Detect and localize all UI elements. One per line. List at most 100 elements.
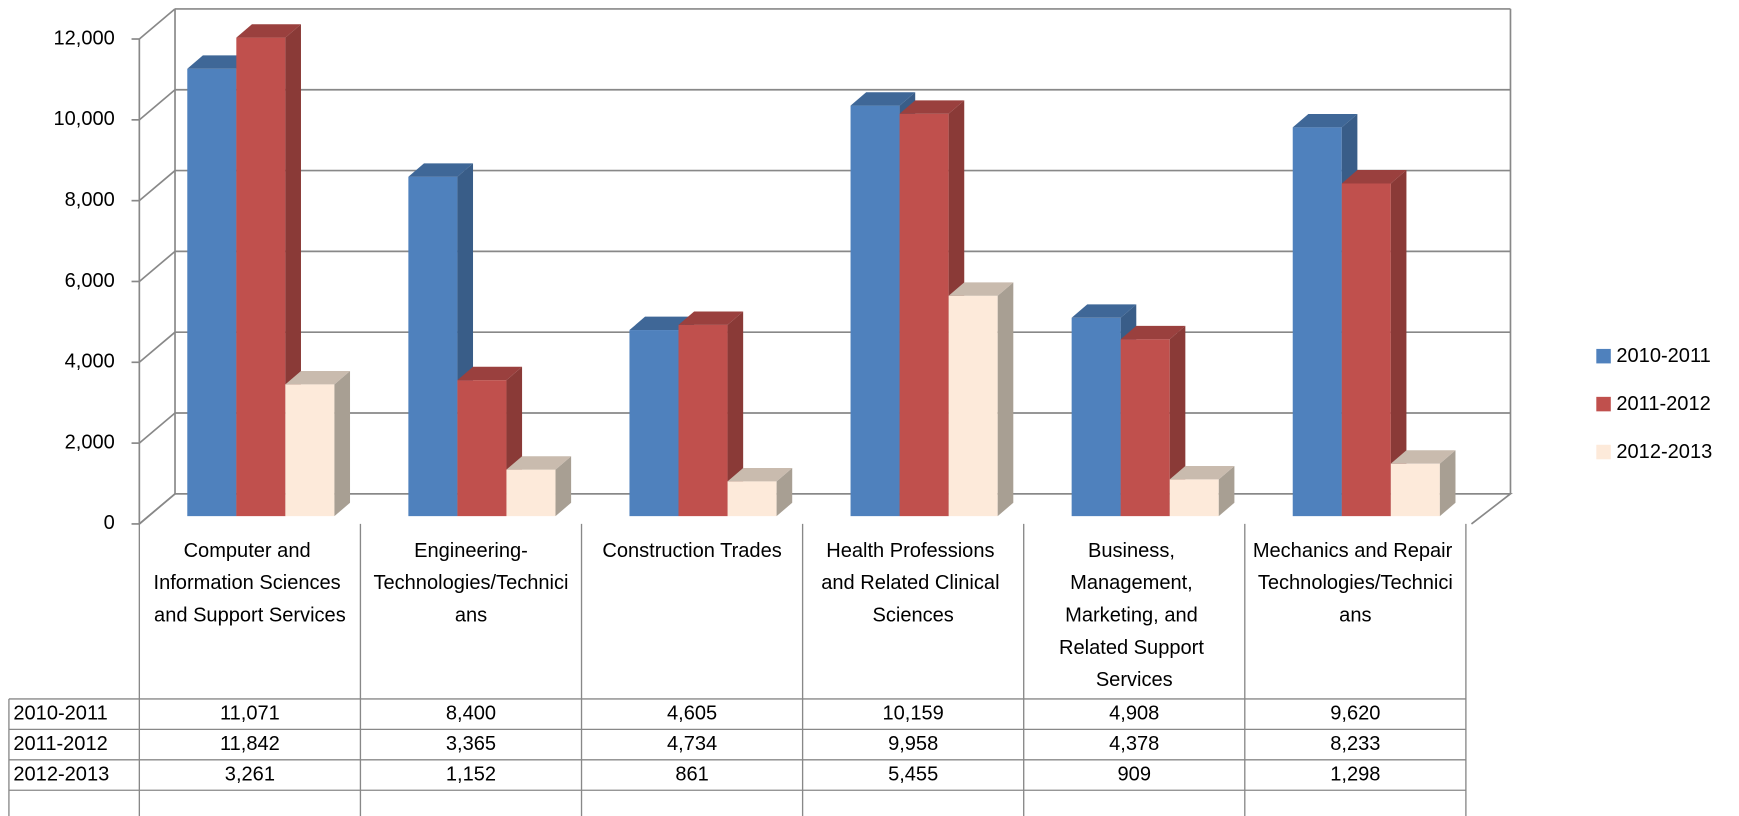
table-value: 4,605	[667, 702, 717, 724]
y-tick-label: 0	[104, 512, 115, 534]
bar-top	[236, 24, 301, 38]
bar-side	[727, 311, 744, 517]
bar-side	[1218, 466, 1235, 517]
table-value: 1,298	[1330, 763, 1380, 785]
legend-swatch	[1596, 444, 1611, 460]
bar-front	[1071, 317, 1121, 517]
table-value: 8,233	[1330, 733, 1380, 755]
label-line: Marketing, and	[1065, 605, 1203, 627]
bar-front	[850, 105, 900, 517]
row-label: 2010-2011	[13, 702, 107, 724]
bar-top	[1120, 325, 1186, 340]
table-value: 4,734	[667, 733, 717, 755]
bar-top	[1292, 114, 1358, 128]
grid-line	[138, 331, 176, 363]
label-line: ans	[1339, 605, 1371, 627]
bar-top	[1341, 170, 1407, 184]
bar-top	[850, 92, 916, 106]
bar-top	[1390, 450, 1456, 464]
bar-front	[1341, 183, 1391, 517]
y-tick-label: 6,000	[65, 270, 115, 292]
table-value: 1,152	[446, 763, 496, 785]
x-tick-label: Engineering- Technologies/Technici ans	[373, 540, 568, 627]
label-line: and Support Services	[154, 605, 346, 627]
bar-top	[408, 163, 474, 177]
x-tick-label: Mechanics and Repair Technologies/Techni…	[1253, 540, 1458, 627]
table-value: 4,908	[1109, 702, 1159, 724]
y-tick-label: 12,000	[53, 27, 114, 49]
label-line: Sciences	[872, 605, 953, 627]
bar-front	[457, 380, 507, 517]
bar-top	[506, 456, 572, 470]
bar-side	[1390, 170, 1407, 517]
table-value: 3,365	[446, 733, 496, 755]
y-tick-label: 4,000	[65, 351, 115, 373]
table-value: 3,261	[225, 763, 275, 785]
y-tick-label: 8,000	[65, 189, 115, 211]
bar-side	[334, 370, 351, 517]
y-tick-label: 2,000	[65, 431, 115, 453]
table-value: 11,842	[220, 733, 280, 755]
bar-side	[1439, 450, 1456, 517]
bar-top	[629, 316, 695, 331]
label-line: Mechanics and Repair	[1253, 540, 1458, 562]
label-line: Services	[1096, 669, 1173, 691]
label-line: Technologies/Technici	[373, 572, 568, 594]
table-value: 10,159	[882, 702, 943, 724]
label-line: Information Sciences	[154, 572, 347, 594]
grid-line	[138, 8, 176, 40]
legend-swatch	[1596, 396, 1611, 412]
bar-side	[555, 456, 572, 517]
bar-front	[1292, 127, 1342, 517]
x-tick-label: Business, Management, Marketing, and Rel…	[1059, 540, 1209, 691]
bar-front	[1169, 479, 1219, 517]
table-value: 9,958	[888, 733, 938, 755]
table-value: 909	[1118, 763, 1151, 785]
grid-line	[138, 89, 176, 121]
table-value: 8,400	[446, 702, 496, 724]
bar-side	[776, 467, 793, 517]
table-value: 4,378	[1109, 733, 1159, 755]
bar-top	[1071, 304, 1137, 318]
bar-side	[1169, 325, 1186, 517]
row-label: 2011-2012	[13, 733, 107, 755]
row-label: 2012-2013	[13, 763, 109, 785]
label-line: and Related Clinical	[821, 572, 1005, 594]
x-tick-label: Computer and Information Sciences and Su…	[154, 540, 347, 627]
legend-label: 2011-2012	[1616, 393, 1710, 415]
x-tick-label: Health Professions and Related Clinical …	[821, 540, 1005, 627]
legend-label: 2010-2011	[1616, 345, 1710, 367]
bar-top	[1169, 466, 1235, 480]
bar-top	[457, 366, 523, 381]
label-line: Business,	[1088, 540, 1180, 562]
grid-line	[138, 169, 176, 202]
bar-front	[678, 324, 728, 517]
bar-front	[236, 37, 286, 517]
bar-top	[948, 282, 1014, 296]
label-line: Management,	[1070, 572, 1198, 594]
bar-front	[506, 469, 556, 517]
table-value: 11,071	[220, 702, 280, 724]
bar-front	[727, 481, 777, 517]
table-value: 9,620	[1330, 702, 1380, 724]
grid-line	[138, 250, 176, 283]
legend-label: 2012-2013	[1616, 441, 1712, 463]
label-line: Computer and	[184, 540, 317, 562]
label-line: Related Support	[1059, 637, 1209, 659]
label-line: Health Professions	[826, 540, 1000, 562]
bar-front	[629, 330, 679, 517]
grid-line	[138, 412, 176, 444]
bar-top	[678, 311, 744, 325]
label-line: Construction Trades	[602, 540, 781, 562]
bar-front	[285, 384, 335, 517]
x-tick-label: Construction Trades	[602, 540, 781, 562]
label-line: Engineering-	[414, 540, 528, 562]
bar-front	[899, 113, 949, 517]
table-value: 5,455	[888, 763, 938, 785]
bar-front	[187, 68, 237, 517]
bar-top	[187, 55, 252, 69]
bar-front	[948, 295, 998, 517]
grid-line	[138, 493, 176, 525]
